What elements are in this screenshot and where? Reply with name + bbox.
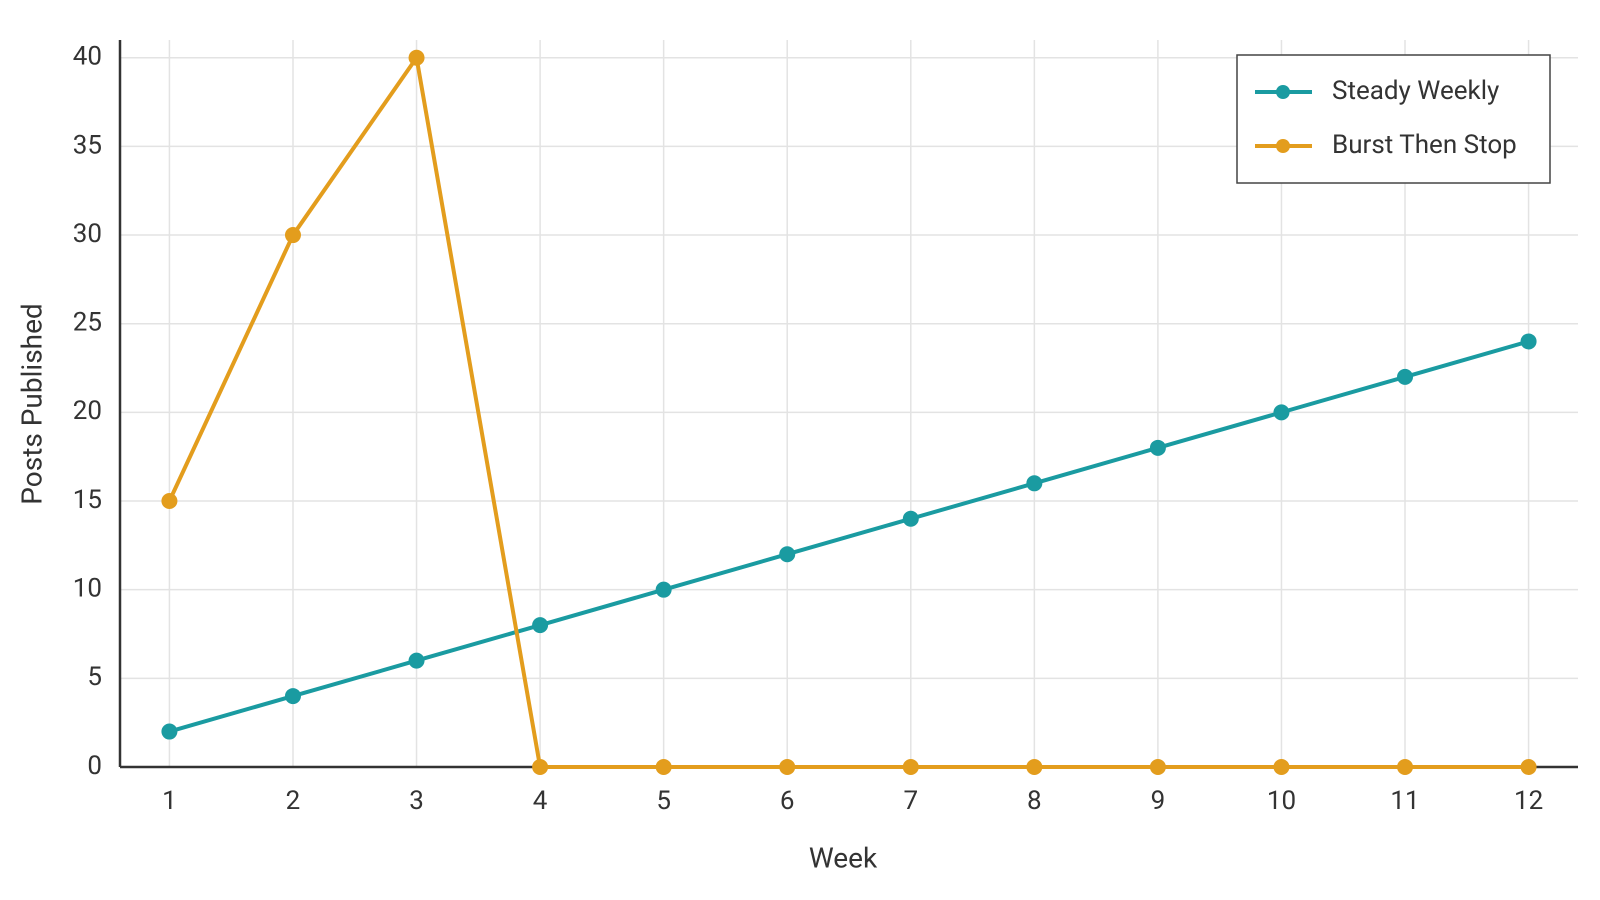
x-tick-label: 2 <box>286 786 301 816</box>
data-point <box>779 759 796 775</box>
series-line <box>168 339 1530 734</box>
y-tick-label: 15 <box>73 485 102 515</box>
data-point <box>1520 333 1537 350</box>
data-point <box>1273 759 1290 775</box>
y-tick-label: 20 <box>73 396 102 426</box>
data-point <box>284 688 301 705</box>
data-point <box>655 581 672 598</box>
legend-box <box>1236 54 1551 184</box>
data-point <box>902 510 919 527</box>
legend: Steady Weekly Burst Then Stop <box>1236 54 1551 184</box>
data-point <box>532 759 549 775</box>
data-point <box>902 759 919 775</box>
x-tick-label: 12 <box>1514 786 1543 816</box>
data-point <box>1397 759 1414 775</box>
legend-marker <box>1276 139 1290 153</box>
series-line <box>167 55 1529 769</box>
x-tick-label: 6 <box>780 786 795 816</box>
legend-marker <box>1276 85 1290 99</box>
x-tick-label: 7 <box>903 786 918 816</box>
legend-label: Steady Weekly <box>1332 76 1499 106</box>
data-point <box>532 617 549 634</box>
data-point <box>1026 759 1043 775</box>
data-point <box>779 546 796 563</box>
x-tick-label: 3 <box>409 786 424 816</box>
data-point <box>161 723 178 740</box>
x-tick-label: 11 <box>1390 786 1419 816</box>
data-point <box>1397 368 1414 385</box>
data-point <box>161 493 178 510</box>
data-point <box>408 652 425 669</box>
data-point <box>1273 404 1290 421</box>
y-tick-label: 30 <box>73 219 102 249</box>
data-point <box>1026 475 1043 492</box>
legend-label: Burst Then Stop <box>1332 130 1517 160</box>
data-point <box>1149 759 1166 775</box>
y-tick-label: 5 <box>87 662 102 692</box>
y-axis-label: Posts Published <box>15 303 48 504</box>
y-tick-label: 35 <box>73 130 102 160</box>
x-tick-label: 1 <box>162 786 177 816</box>
y-tick-label: 0 <box>87 751 102 781</box>
y-tick-label: 10 <box>73 574 102 604</box>
x-tick-label: 9 <box>1151 786 1166 816</box>
y-tick-label: 40 <box>73 42 102 72</box>
x-tick-label: 8 <box>1027 786 1042 816</box>
x-tick-label: 5 <box>656 786 671 816</box>
data-point <box>284 227 301 244</box>
data-point <box>1520 759 1537 775</box>
x-axis-label: Week <box>809 841 878 874</box>
data-point <box>408 49 425 66</box>
data-point <box>655 759 672 775</box>
x-tick-label: 10 <box>1267 786 1296 816</box>
x-tick-label: 4 <box>533 786 548 816</box>
data-point <box>1149 439 1166 456</box>
y-tick-label: 25 <box>73 308 102 338</box>
